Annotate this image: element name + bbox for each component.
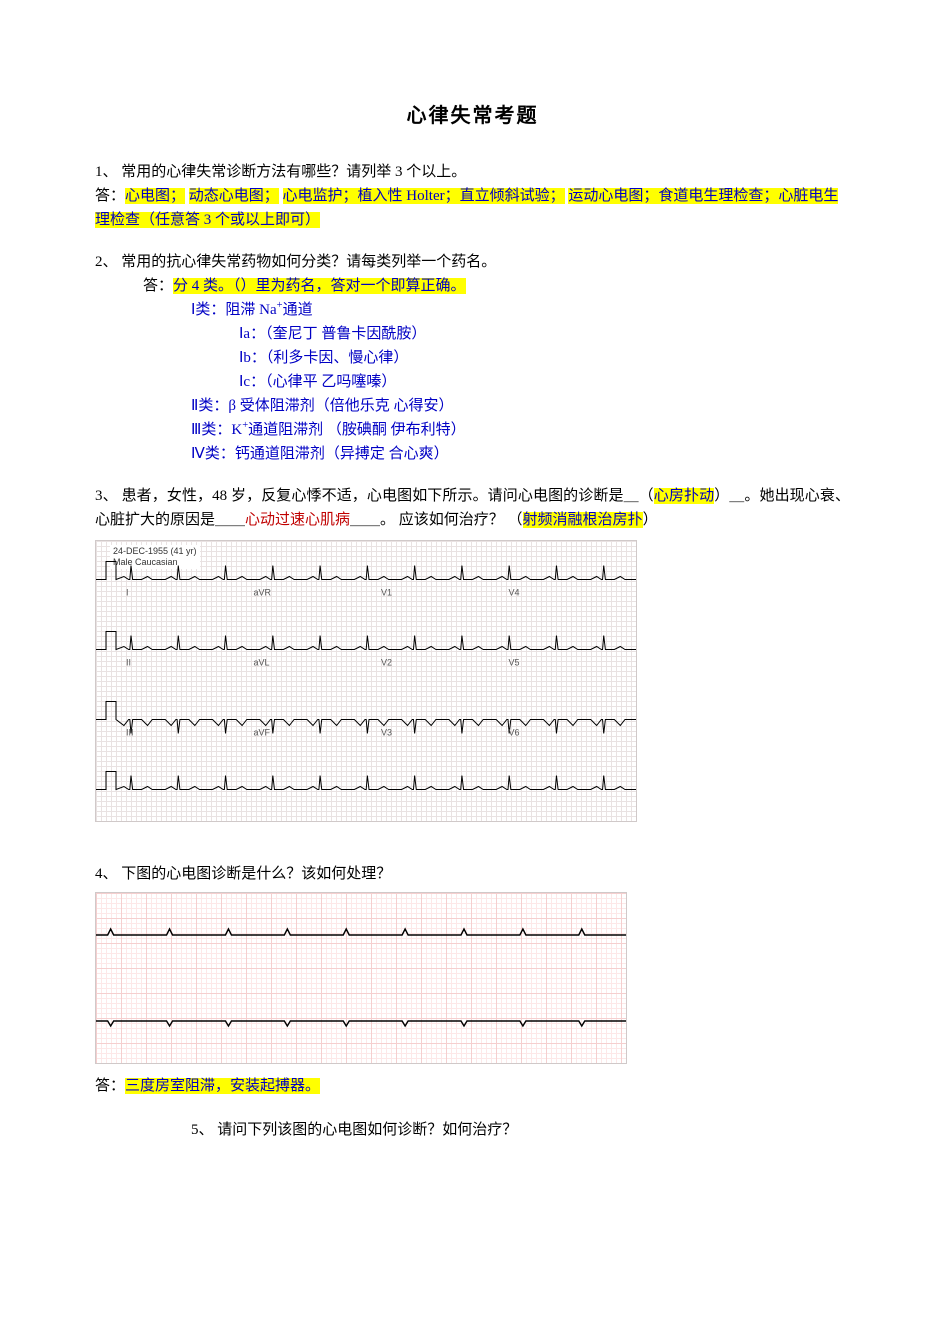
q1-number: 1、: [95, 164, 118, 180]
q2-classI-txt: Ⅰ类：阻滞 Na: [191, 302, 277, 318]
page-root: 心律失常考题 1、 常用的心律失常诊断方法有哪些？请列举 3 个以上。 答：心电…: [0, 0, 945, 1337]
q2-classIa: Ⅰa：（奎尼丁 普鲁卡因酰胺）: [95, 322, 850, 346]
question-2: 2、 常用的抗心律失常药物如何分类？请每类列举一个药名。 答：分 4 类。（）里…: [95, 250, 850, 466]
svg-text:aVL: aVL: [254, 658, 270, 668]
q2-classIc: Ⅰc：（心律平 乙吗噻嗪）: [95, 370, 850, 394]
svg-text:aVF: aVF: [254, 728, 271, 738]
svg-text:III: III: [126, 728, 134, 738]
svg-text:I: I: [126, 588, 129, 598]
q3-blank3: 射频消融根治房扑: [523, 512, 643, 528]
q1-ans-label: 答：: [95, 188, 125, 204]
svg-text:V3: V3: [381, 728, 392, 738]
svg-text:II: II: [126, 658, 131, 668]
question-3: 3、 患者，女性，48 岁，反复心悸不适，心电图如下所示。请问心电图的诊断是＿（…: [95, 484, 850, 822]
q1-ans-1: 心电图；: [125, 188, 185, 204]
q3-text-c: ＿＿。 应该如何治疗？ （: [350, 512, 523, 528]
svg-text:V1: V1: [381, 588, 392, 598]
q2-classIb: Ⅰb：（利多卡因、慢心律）: [95, 346, 850, 370]
q2-classI: Ⅰ类：阻滞 Na+通道: [95, 298, 850, 322]
q3-text-d: ）: [643, 512, 658, 528]
q4-ans-label: 答：: [95, 1078, 125, 1094]
q3-blank1: 心房扑动: [654, 488, 714, 504]
svg-text:V5: V5: [509, 658, 520, 668]
q2-ans-head: 分 4 类。（）里为药名，答对一个即算正确。: [173, 278, 466, 294]
q4-ecg-image: [95, 892, 627, 1064]
q2-classIII: Ⅲ类：K+通道阻滞剂 （胺碘酮 伊布利特）: [95, 418, 850, 442]
page-title: 心律失常考题: [95, 100, 850, 132]
q3-number: 3、: [95, 488, 118, 504]
q3-ecg-svg: IaVR V1 V4 II aVL V2 V5 III aVF V3 V6: [96, 541, 636, 821]
q1-ans-2: 动态心电图；: [189, 188, 279, 204]
q1-text: 常用的心律失常诊断方法有哪些？请列举 3 个以上。: [121, 164, 466, 180]
q4-text: 下图的心电图诊断是什么？该如何处理？: [121, 866, 391, 882]
q2-classI-tail: 通道: [283, 302, 313, 318]
q2-classIII-tail: 通道阻滞剂 （胺碘酮 伊布利特）: [248, 422, 466, 438]
question-5: 5、 请问下列该图的心电图如何诊断？如何治疗？: [95, 1118, 850, 1142]
q2-number: 2、: [95, 254, 118, 270]
q5-number: 5、: [191, 1122, 214, 1138]
q1-ans-3: 心电监护；植入性 Holter；直立倾斜试验；: [283, 188, 565, 204]
q2-classIII-txt: Ⅲ类：K: [191, 422, 242, 438]
q3-blank2: 心动过速心肌病: [245, 512, 350, 528]
svg-text:V4: V4: [509, 588, 520, 598]
question-4: 4、 下图的心电图诊断是什么？该如何处理？ 答：三度房室阻滞，安装起搏器。: [95, 862, 850, 1098]
q2-classIV: Ⅳ类：钙通道阻滞剂（异搏定 合心爽）: [95, 442, 850, 466]
q4-ecg-svg: [96, 893, 626, 1063]
q4-answer: 三度房室阻滞，安装起搏器。: [125, 1078, 320, 1094]
q2-ans-label: 答：: [143, 278, 173, 294]
q3-ecg-image: 24-DEC-1955 (41 yr) Male Caucasian IaVRV…: [95, 540, 637, 822]
svg-text:aVR: aVR: [254, 588, 272, 598]
svg-text:V6: V6: [509, 728, 520, 738]
question-1: 1、 常用的心律失常诊断方法有哪些？请列举 3 个以上。 答：心电图； 动态心电…: [95, 160, 850, 232]
q2-classII: Ⅱ类：β 受体阻滞剂（倍他乐克 心得安）: [95, 394, 850, 418]
q5-text: 请问下列该图的心电图如何诊断？如何治疗？: [217, 1122, 517, 1138]
q2-text: 常用的抗心律失常药物如何分类？请每类列举一个药名。: [121, 254, 496, 270]
svg-text:V2: V2: [381, 658, 392, 668]
q4-number: 4、: [95, 866, 118, 882]
q3-text-a: 患者，女性，48 岁，反复心悸不适，心电图如下所示。请问心电图的诊断是＿（: [122, 488, 654, 504]
